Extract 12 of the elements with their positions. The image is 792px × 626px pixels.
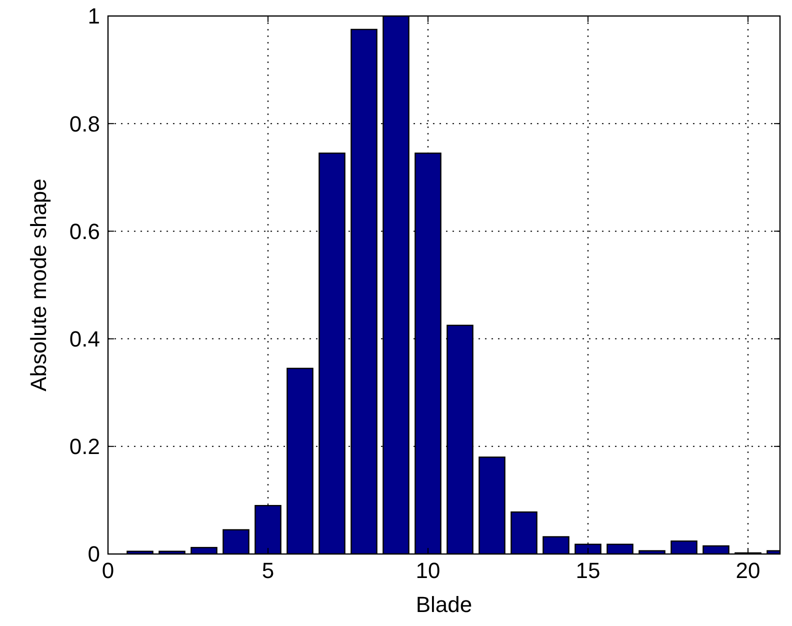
x-axis-title: Blade: [416, 592, 472, 617]
y-tick-label: 0.8: [69, 111, 100, 136]
x-tick-label: 20: [736, 558, 760, 583]
y-tick-label: 0.2: [69, 434, 100, 460]
y-tick-label: 0.6: [69, 218, 100, 244]
y-tick-label: 0: [88, 542, 100, 567]
x-tick-label: 10: [416, 558, 440, 583]
x-tick-label: 15: [576, 558, 600, 583]
y-tick-label: 1: [88, 4, 100, 29]
x-tick-label: 5: [262, 558, 274, 583]
y-tick-label: 0.4: [69, 326, 100, 352]
y-axis-title: Absolute mode shape: [26, 178, 51, 392]
